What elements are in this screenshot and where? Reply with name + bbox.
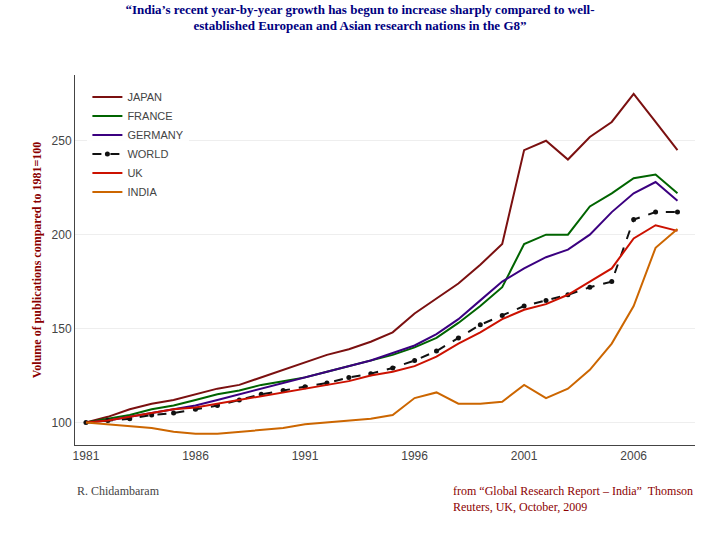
svg-text:GERMANY: GERMANY: [127, 129, 183, 141]
svg-text:2006: 2006: [620, 449, 647, 463]
svg-text:2001: 2001: [511, 449, 538, 463]
svg-text:1996: 1996: [401, 449, 428, 463]
svg-text:1991: 1991: [292, 449, 319, 463]
svg-text:100: 100: [52, 416, 72, 430]
svg-text:UK: UK: [127, 167, 143, 179]
svg-text:1986: 1986: [182, 449, 209, 463]
svg-text:R. Chidambaram: R. Chidambaram: [77, 484, 160, 498]
svg-text:150: 150: [52, 322, 72, 336]
svg-text:from “Global Research Report –: from “Global Research Report – India” Th…: [453, 484, 693, 514]
svg-text:250: 250: [52, 134, 72, 148]
svg-text:WORLD: WORLD: [127, 148, 168, 160]
svg-text:Volume of publications compare: Volume of publications compared to 1981=…: [30, 142, 44, 379]
svg-text:1981: 1981: [73, 449, 100, 463]
svg-text:INDIA: INDIA: [127, 186, 157, 198]
svg-text:“India’s recent year-by-year g: “India’s recent year-by-year growth has …: [125, 2, 594, 34]
svg-text:JAPAN: JAPAN: [127, 91, 162, 103]
svg-text:200: 200: [52, 228, 72, 242]
svg-text:FRANCE: FRANCE: [127, 110, 172, 122]
